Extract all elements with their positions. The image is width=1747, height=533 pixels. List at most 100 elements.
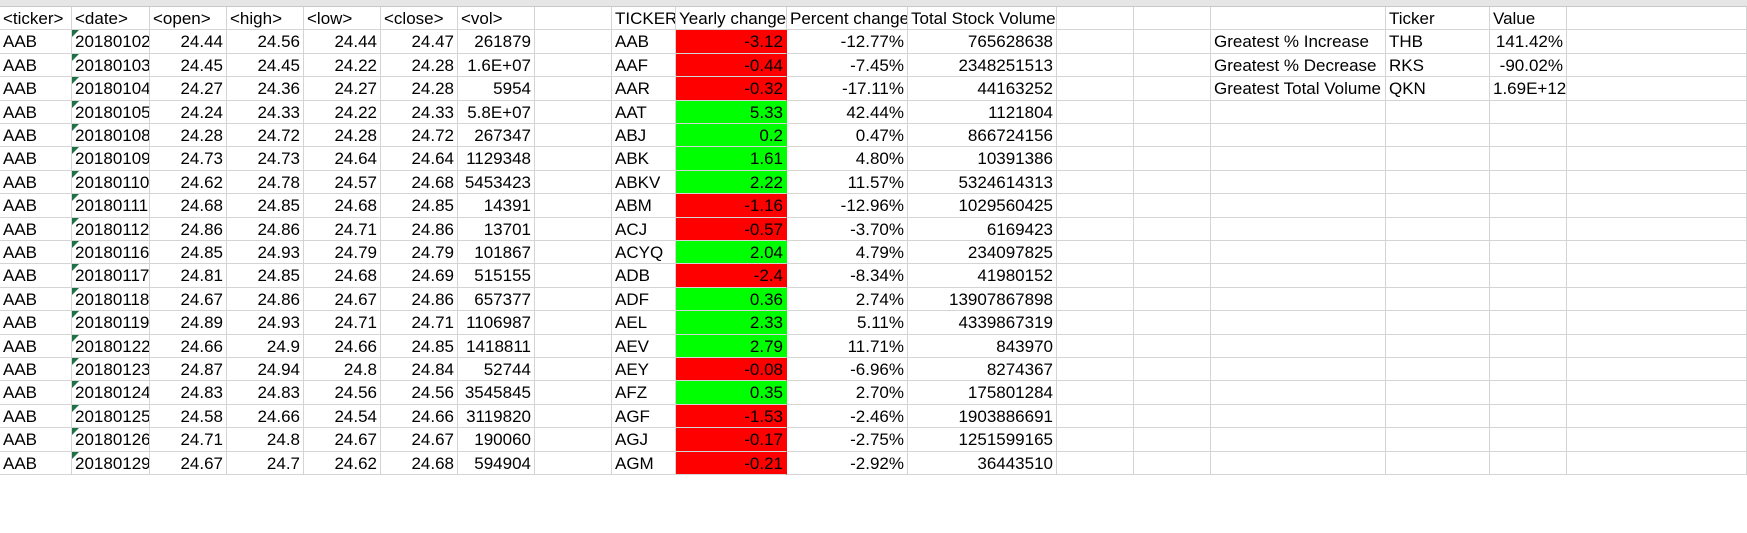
cell-R[interactable] <box>1567 147 1747 171</box>
cell-H[interactable] <box>535 241 612 265</box>
data-cell-D[interactable]: 24.86 <box>227 217 304 241</box>
cell-M[interactable] <box>1057 100 1134 124</box>
cell-M[interactable] <box>1057 170 1134 195</box>
yearly-change-cell[interactable]: -1.16 <box>676 194 787 218</box>
data-cell-E[interactable]: 24.44 <box>304 30 381 54</box>
cell-P[interactable] <box>1386 334 1490 358</box>
cell-M[interactable] <box>1057 287 1134 312</box>
cell-N[interactable] <box>1134 264 1211 288</box>
data-cell-F[interactable]: 24.33 <box>381 100 458 124</box>
cell-R[interactable] <box>1567 287 1747 312</box>
cell-N[interactable] <box>1134 147 1211 171</box>
data-cell-D[interactable]: 24.8 <box>227 428 304 452</box>
cell-O[interactable] <box>1211 358 1386 382</box>
summary-ticker-cell[interactable]: AGF <box>612 404 676 429</box>
total-volume-cell[interactable]: 866724156 <box>908 124 1057 148</box>
summary-ticker-cell[interactable]: ABM <box>612 194 676 218</box>
percent-change-cell[interactable]: -2.75% <box>787 428 908 452</box>
data-cell-B[interactable]: 20180108 <box>72 124 150 148</box>
data-cell-C[interactable]: 24.66 <box>150 334 227 358</box>
data-cell-E[interactable]: 24.22 <box>304 100 381 124</box>
cell-N[interactable] <box>1134 194 1211 218</box>
data-cell-D[interactable]: 24.86 <box>227 287 304 312</box>
data-cell-E[interactable]: 24.66 <box>304 334 381 358</box>
cell-H[interactable] <box>535 124 612 148</box>
data-cell-A[interactable]: AAB <box>0 170 72 195</box>
data-cell-G[interactable]: 14391 <box>458 194 535 218</box>
cell-N[interactable] <box>1134 53 1211 78</box>
data-cell-G[interactable]: 5954 <box>458 77 535 101</box>
data-cell-F[interactable]: 24.68 <box>381 451 458 475</box>
cell-M[interactable] <box>1057 77 1134 101</box>
cell-P[interactable] <box>1386 381 1490 405</box>
data-cell-C[interactable]: 24.44 <box>150 30 227 54</box>
data-cell-G[interactable]: 52744 <box>458 358 535 382</box>
cell-H[interactable] <box>535 147 612 171</box>
greatest-label-cell[interactable]: Greatest % Increase <box>1211 30 1386 54</box>
data-cell-B[interactable]: 20180129 <box>72 451 150 475</box>
data-cell-F[interactable]: 24.28 <box>381 77 458 101</box>
data-cell-B[interactable]: 20180116 <box>72 241 150 265</box>
cell-H[interactable] <box>535 287 612 312</box>
yearly-change-cell[interactable]: 1.61 <box>676 147 787 171</box>
greatest-value-cell[interactable]: -90.02% <box>1490 53 1567 78</box>
percent-change-cell[interactable]: 0.47% <box>787 124 908 148</box>
data-cell-G[interactable]: 190060 <box>458 428 535 452</box>
data-cell-B[interactable]: 20180109 <box>72 147 150 171</box>
yearly-change-cell[interactable]: -0.44 <box>676 53 787 78</box>
cell-N[interactable] <box>1134 217 1211 241</box>
cell-R[interactable] <box>1567 241 1747 265</box>
data-cell-D[interactable]: 24.85 <box>227 194 304 218</box>
data-cell-C[interactable]: 24.73 <box>150 147 227 171</box>
cell-H[interactable] <box>535 30 612 54</box>
cell-N[interactable] <box>1134 428 1211 452</box>
cell-H[interactable] <box>535 194 612 218</box>
yearly-change-cell[interactable]: 0.36 <box>676 287 787 312</box>
summary-ticker-cell[interactable]: AAT <box>612 100 676 124</box>
cell-N[interactable] <box>1134 30 1211 54</box>
data-cell-B[interactable]: 20180117 <box>72 264 150 288</box>
cell-O[interactable] <box>1211 100 1386 124</box>
data-cell-C[interactable]: 24.86 <box>150 217 227 241</box>
data-cell-E[interactable]: 24.28 <box>304 124 381 148</box>
greatest-ticker-cell[interactable]: QKN <box>1386 77 1490 101</box>
cell-Q[interactable] <box>1490 264 1567 288</box>
header-cell-J[interactable]: Yearly change <box>676 7 787 31</box>
data-cell-D[interactable]: 24.56 <box>227 30 304 54</box>
cell-R[interactable] <box>1567 53 1747 78</box>
data-cell-B[interactable]: 20180123 <box>72 358 150 382</box>
cell-P[interactable] <box>1386 428 1490 452</box>
cell-Q[interactable] <box>1490 170 1567 195</box>
data-cell-D[interactable]: 24.78 <box>227 170 304 195</box>
data-cell-E[interactable]: 24.56 <box>304 381 381 405</box>
greatest-label-cell[interactable]: Greatest Total Volume <box>1211 77 1386 101</box>
data-cell-C[interactable]: 24.28 <box>150 124 227 148</box>
data-cell-E[interactable]: 24.27 <box>304 77 381 101</box>
percent-change-cell[interactable]: 2.70% <box>787 381 908 405</box>
header-cell-L[interactable]: Total Stock Volume <box>908 7 1057 31</box>
total-volume-cell[interactable]: 36443510 <box>908 451 1057 475</box>
data-cell-F[interactable]: 24.71 <box>381 311 458 335</box>
cell-O[interactable] <box>1211 311 1386 335</box>
cell-P[interactable] <box>1386 241 1490 265</box>
cell-H[interactable] <box>535 77 612 101</box>
cell-R[interactable] <box>1567 170 1747 195</box>
data-cell-D[interactable]: 24.93 <box>227 241 304 265</box>
summary-ticker-cell[interactable]: ACYQ <box>612 241 676 265</box>
cell-P[interactable] <box>1386 217 1490 241</box>
total-volume-cell[interactable]: 8274367 <box>908 358 1057 382</box>
greatest-label-cell[interactable]: Greatest % Decrease <box>1211 53 1386 78</box>
cell-P[interactable] <box>1386 311 1490 335</box>
cell-H[interactable] <box>535 334 612 358</box>
data-cell-G[interactable]: 1129348 <box>458 147 535 171</box>
yearly-change-cell[interactable]: 2.22 <box>676 170 787 195</box>
percent-change-cell[interactable]: 11.57% <box>787 170 908 195</box>
cell-R[interactable] <box>1567 404 1747 429</box>
data-cell-E[interactable]: 24.68 <box>304 264 381 288</box>
data-cell-E[interactable]: 24.22 <box>304 53 381 78</box>
yearly-change-cell[interactable]: 2.33 <box>676 311 787 335</box>
data-cell-F[interactable]: 24.84 <box>381 358 458 382</box>
header-cell-B[interactable]: <date> <box>72 7 150 31</box>
cell-H[interactable] <box>535 100 612 124</box>
